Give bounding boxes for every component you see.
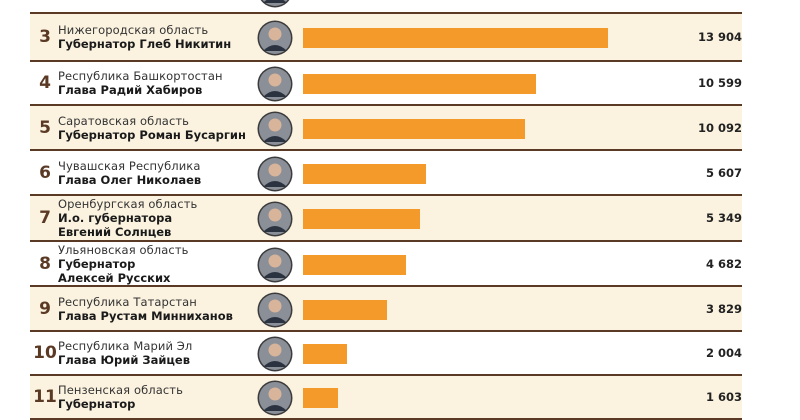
rank-number: 4: [39, 73, 51, 93]
leader-name: Алексей Русских: [58, 270, 171, 285]
bar: [303, 28, 608, 48]
leader-name: Губернатор: [58, 397, 136, 411]
leader-name: Губернатор: [58, 256, 136, 271]
row-label: Оренбургская область И.о. губернатора Евге…: [58, 197, 258, 239]
avatar: [257, 336, 293, 372]
value-label: 13 904: [697, 30, 742, 44]
rank-number: 3: [39, 27, 51, 47]
table-row: [30, 332, 742, 376]
ranking-chart: Дмитрий Махонин3Нижегородская областьГуб…: [30, 0, 742, 420]
avatar: [257, 292, 293, 328]
region-name: Нижегородская область: [58, 23, 209, 37]
avatar: [257, 0, 293, 8]
bar: [303, 299, 387, 320]
row-label: Чувашская Республика Глава Олег Николаев: [58, 159, 258, 187]
rank-number: 11: [33, 387, 57, 407]
bar: [303, 254, 406, 275]
avatar: [257, 156, 293, 192]
avatar: [257, 380, 293, 416]
bar: [303, 344, 347, 364]
table-row: [30, 0, 742, 14]
row-label: Республика Татарстан Глава Рустам Минниха…: [58, 295, 258, 323]
leader-name: Глава Радий Хабиров: [58, 83, 203, 97]
row-label: Республика Марий Эл Глава Юрий Зайцев: [58, 339, 258, 367]
bar: [303, 163, 426, 184]
avatar: [257, 66, 293, 102]
region-name: Оренбургская область: [58, 197, 198, 211]
bar: [303, 388, 338, 408]
row-label: Саратовская область Губернатор Роман Буса…: [58, 114, 258, 142]
region-name: Чувашская Республика: [58, 158, 201, 173]
leader-name: Глава Олег Николаев: [58, 172, 202, 187]
bar: [303, 209, 420, 229]
value-label: 3 829: [705, 301, 742, 316]
rank-number: 10: [33, 343, 57, 363]
leader-name: Глава Юрий Зайцев: [58, 353, 190, 367]
leader-name: Евгений Солнцев: [58, 225, 172, 239]
row-label: Ульяновская область Губернатор Алексей Рус…: [58, 243, 258, 285]
leader-name: Губернатор Роман Бусаргин: [58, 127, 246, 142]
rank-number: 7: [39, 208, 51, 228]
row-label: Республика Башкортостан Глава Радий Хабир…: [58, 69, 258, 97]
avatar: [257, 20, 293, 56]
value-label: 10 599: [697, 76, 742, 90]
leader-name: Губернатор Глеб Никитин: [58, 37, 232, 51]
region-name: Ульяновская область: [58, 242, 189, 257]
rank-number: 8: [39, 253, 51, 274]
value-label: 4 682: [705, 256, 742, 271]
bar: [303, 118, 525, 139]
rank-number: 9: [39, 298, 51, 319]
region-name: Пензенская область: [58, 383, 183, 397]
region-name: Республика Марий Эл: [58, 339, 193, 353]
value-label: 1 603: [705, 390, 742, 404]
region-name: Саратовская область: [58, 113, 190, 128]
value-label: 10 092: [697, 120, 742, 135]
value-label: 2 004: [705, 346, 742, 360]
avatar: [257, 201, 293, 237]
leader-name: Глава Рустам Минниханов: [58, 308, 233, 323]
rank-number: 6: [39, 162, 51, 183]
value-label: 5 607: [705, 165, 742, 180]
rank-number: 5: [39, 117, 51, 138]
avatar: [257, 247, 293, 283]
value-label: 5 349: [705, 211, 742, 225]
row-label: Нижегородская область Губернатор Глеб Ник…: [58, 23, 258, 51]
region-name: Республика Татарстан: [58, 294, 197, 309]
leader-name: И.о. губернатора: [58, 211, 173, 225]
bar: [303, 74, 536, 94]
avatar: [257, 111, 293, 147]
row-label: Пензенская область Губернатор: [58, 383, 258, 411]
region-name: Республика Башкортостан: [58, 69, 223, 83]
